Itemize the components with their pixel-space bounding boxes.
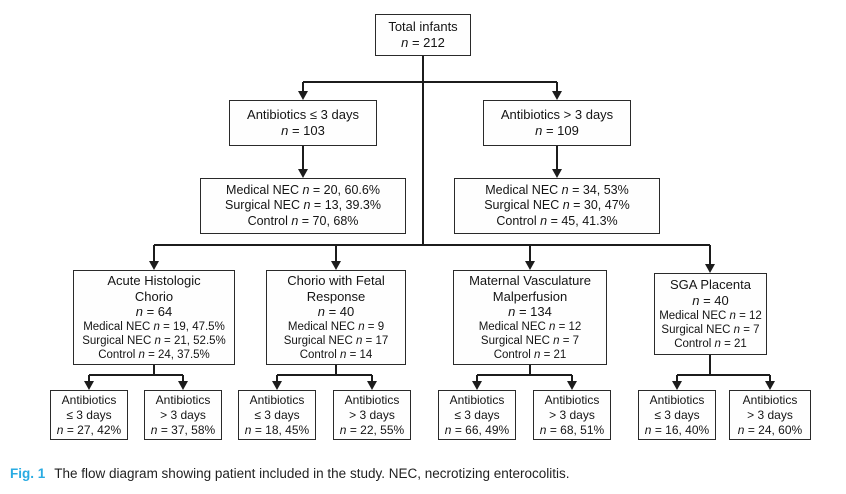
node-line: Control n = 45, 41.3% bbox=[496, 213, 618, 228]
node-line: Acute Histologic bbox=[107, 272, 201, 288]
node-line: Response bbox=[306, 288, 366, 304]
node-sga-antibiotics-gt3: Antibiotics > 3 days n = 24, 60% bbox=[729, 390, 811, 440]
node-line: ≤ 3 days bbox=[254, 407, 300, 422]
node-line: ≤ 3 days bbox=[454, 407, 500, 422]
node-line: Surgical NEC n = 7 bbox=[661, 323, 760, 336]
node-line: n = 134 bbox=[508, 304, 552, 320]
node-line: Medical NEC n = 12 bbox=[478, 321, 582, 334]
node-line: > 3 days bbox=[549, 407, 595, 422]
node-line: n = 212 bbox=[401, 35, 445, 50]
node-antibiotics-le3-days: Antibiotics ≤ 3 days n = 103 bbox=[229, 100, 377, 146]
figure-caption-text: The flow diagram showing patient include… bbox=[54, 466, 570, 481]
node-line: Control n = 21 bbox=[493, 349, 567, 362]
node-line: n = 18, 45% bbox=[244, 422, 310, 437]
node-line: Surgical NEC n = 30, 47% bbox=[484, 198, 630, 213]
node-line: SGA Placenta bbox=[670, 277, 751, 293]
node-line: Antibiotics > 3 days bbox=[500, 107, 614, 123]
node-line: > 3 days bbox=[160, 407, 206, 422]
node-line: n = 37, 58% bbox=[150, 422, 216, 437]
node-cfr-antibiotics-le3: Antibiotics ≤ 3 days n = 18, 45% bbox=[238, 390, 316, 440]
figure-caption: Fig. 1 The flow diagram showing patient i… bbox=[10, 466, 830, 481]
node-line: Antibiotics bbox=[249, 392, 305, 407]
node-ahc-antibiotics-le3: Antibiotics ≤ 3 days n = 27, 42% bbox=[50, 390, 128, 440]
node-acute-histologic-chorio: Acute Histologic Chorio n = 64 Medical N… bbox=[73, 270, 235, 365]
node-line: n = 27, 42% bbox=[56, 422, 122, 437]
node-line: n = 109 bbox=[535, 123, 579, 138]
node-nec-summary-gt3: Medical NEC n = 34, 53% Surgical NEC n =… bbox=[454, 178, 660, 234]
node-line: n = 22, 55% bbox=[339, 422, 405, 437]
node-line: Antibiotics ≤ 3 days bbox=[247, 107, 359, 123]
node-total-infants: Total infants n = 212 bbox=[375, 14, 471, 56]
node-nec-summary-le3: Medical NEC n = 20, 60.6% Surgical NEC n… bbox=[200, 178, 406, 234]
node-maternal-vasculature-malperfusion: Maternal Vasculature Malperfusion n = 13… bbox=[453, 270, 607, 365]
node-line: Control n = 21 bbox=[674, 337, 747, 350]
node-line: n = 16, 40% bbox=[644, 422, 710, 437]
node-line: Antibiotics bbox=[449, 392, 505, 407]
node-line: Medical NEC n = 9 bbox=[287, 321, 385, 334]
node-line: Medical NEC n = 12 bbox=[659, 309, 762, 322]
node-line: Antibiotics bbox=[344, 392, 400, 407]
node-line: n = 24, 60% bbox=[737, 422, 803, 437]
node-line: n = 66, 49% bbox=[444, 422, 510, 437]
node-line: Surgical NEC n = 13, 39.3% bbox=[225, 198, 381, 213]
node-line: Surgical NEC n = 17 bbox=[283, 335, 389, 348]
node-line: Chorio with Fetal bbox=[287, 272, 385, 288]
node-line: Total infants bbox=[388, 19, 458, 35]
node-line: Antibiotics bbox=[544, 392, 600, 407]
node-line: Medical NEC n = 19, 47.5% bbox=[83, 321, 225, 334]
node-sga-antibiotics-le3: Antibiotics ≤ 3 days n = 16, 40% bbox=[638, 390, 716, 440]
node-line: Medical NEC n = 20, 60.6% bbox=[226, 183, 380, 198]
node-line: Chorio bbox=[134, 288, 174, 304]
node-line: Maternal Vasculature bbox=[469, 272, 591, 288]
node-line: Antibiotics bbox=[155, 392, 211, 407]
node-ahc-antibiotics-gt3: Antibiotics > 3 days n = 37, 58% bbox=[144, 390, 222, 440]
node-line: ≤ 3 days bbox=[66, 407, 112, 422]
node-line: Malperfusion bbox=[492, 288, 568, 304]
node-cfr-antibiotics-gt3: Antibiotics > 3 days n = 22, 55% bbox=[333, 390, 411, 440]
node-mvm-antibiotics-le3: Antibiotics ≤ 3 days n = 66, 49% bbox=[438, 390, 516, 440]
node-line: Surgical NEC n = 7 bbox=[480, 335, 580, 348]
node-line: Antibiotics bbox=[61, 392, 117, 407]
node-line: Control n = 14 bbox=[299, 349, 373, 362]
node-line: n = 64 bbox=[135, 304, 173, 320]
node-line: Antibiotics bbox=[742, 392, 798, 407]
node-chorio-with-fetal-response: Chorio with Fetal Response n = 40 Medica… bbox=[266, 270, 406, 365]
node-line: Surgical NEC n = 21, 52.5% bbox=[82, 335, 226, 348]
node-sga-placenta: SGA Placenta n = 40 Medical NEC n = 12 S… bbox=[654, 273, 767, 355]
node-line: Antibiotics bbox=[649, 392, 705, 407]
node-line: > 3 days bbox=[747, 407, 793, 422]
node-line: Control n = 70, 68% bbox=[247, 213, 359, 228]
node-mvm-antibiotics-gt3: Antibiotics > 3 days n = 68, 51% bbox=[533, 390, 611, 440]
node-line: n = 40 bbox=[692, 292, 729, 308]
node-line: n = 103 bbox=[281, 123, 325, 138]
node-line: > 3 days bbox=[349, 407, 395, 422]
node-antibiotics-gt3-days: Antibiotics > 3 days n = 109 bbox=[483, 100, 631, 146]
node-line: ≤ 3 days bbox=[654, 407, 700, 422]
node-line: n = 68, 51% bbox=[539, 422, 605, 437]
node-line: Medical NEC n = 34, 53% bbox=[485, 183, 629, 198]
node-line: n = 40 bbox=[317, 304, 355, 320]
node-line: Control n = 24, 37.5% bbox=[98, 349, 210, 362]
figure-label: Fig. 1 bbox=[10, 466, 46, 481]
